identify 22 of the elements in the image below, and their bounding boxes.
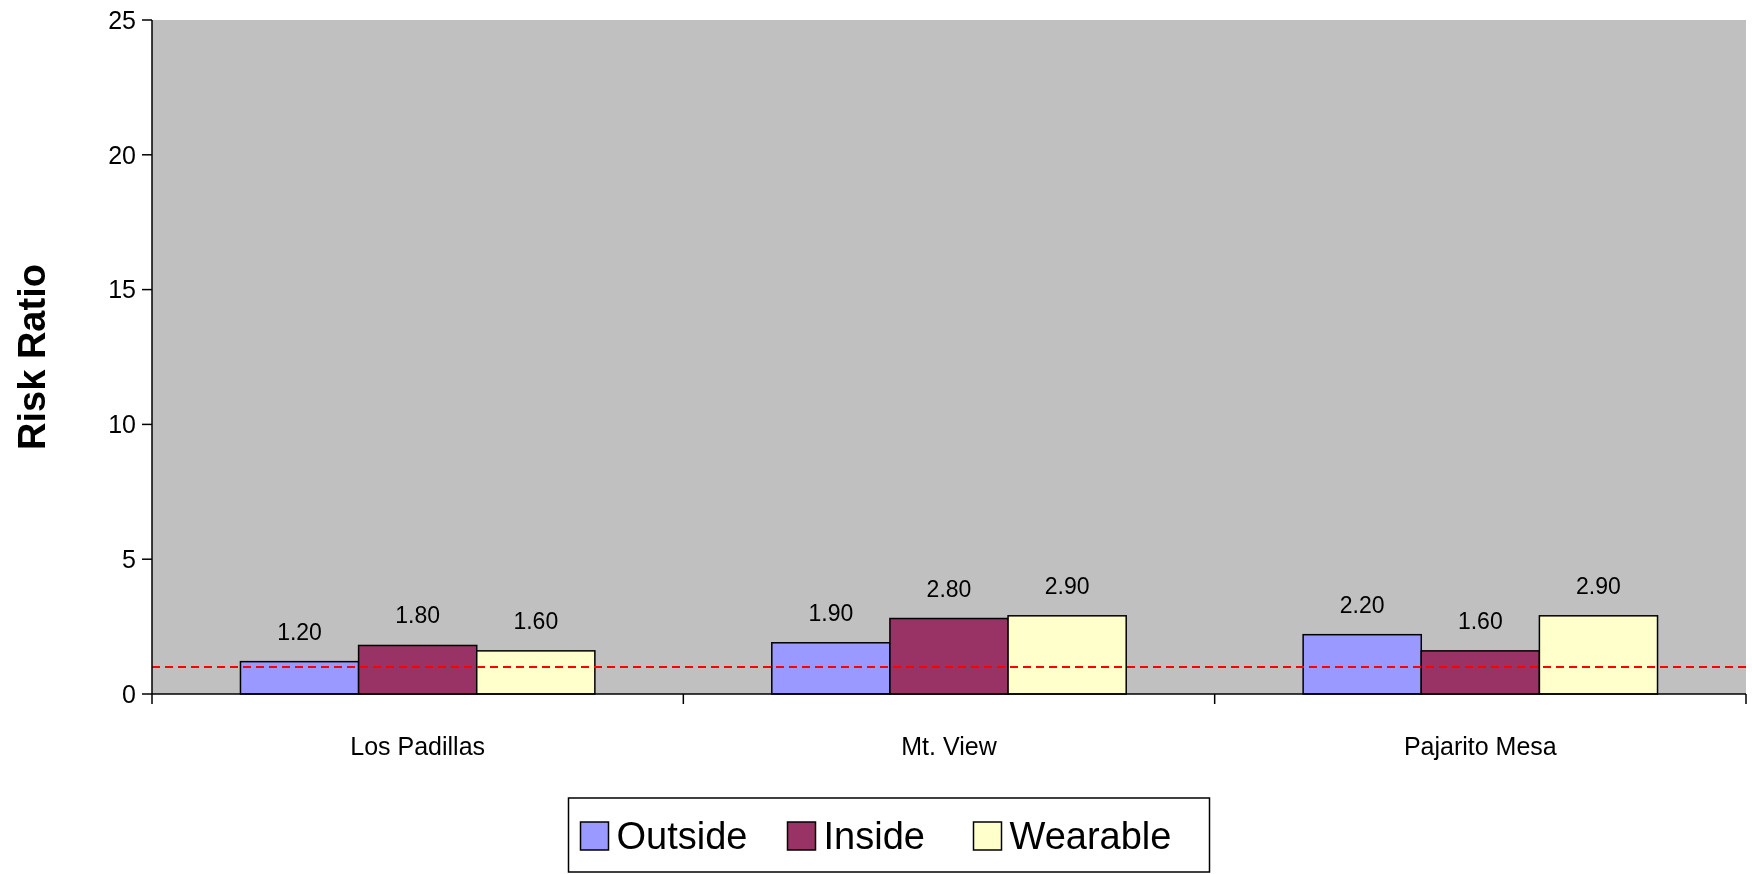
data-label: 1.60 — [513, 607, 559, 634]
data-label: 1.60 — [1457, 607, 1503, 634]
y-axis-title: Risk Ratio — [11, 264, 53, 450]
y-tick-label: 0 — [122, 679, 136, 708]
data-label: 1.20 — [277, 618, 322, 645]
data-label: 1.80 — [395, 602, 441, 629]
data-label: 2.90 — [1044, 572, 1090, 599]
y-tick-label: 10 — [108, 410, 136, 439]
legend-label: Inside — [823, 815, 925, 857]
x-tick-label: Los Padillas — [350, 732, 486, 760]
legend-label: Outside — [616, 815, 748, 857]
x-tick-label: Pajarito Mesa — [1403, 732, 1557, 760]
legend-label: Wearable — [1009, 815, 1172, 857]
y-tick-label: 15 — [108, 275, 136, 304]
y-tick-label: 25 — [108, 5, 136, 34]
y-tick-label: 20 — [108, 140, 136, 169]
data-label: 2.90 — [1576, 572, 1621, 599]
data-label: 2.20 — [1339, 591, 1385, 618]
data-label: 2.80 — [926, 575, 972, 602]
data-label: 1.90 — [808, 599, 854, 626]
y-tick-label: 5 — [122, 544, 136, 573]
x-tick-label: Mt. View — [901, 732, 998, 760]
